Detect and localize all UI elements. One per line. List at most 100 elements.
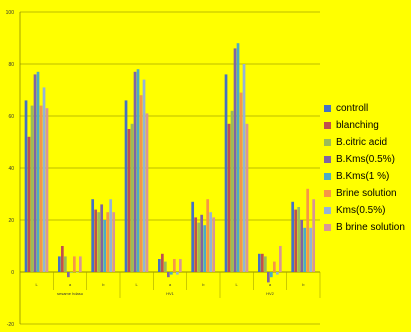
bar (145, 113, 149, 273)
bar (30, 105, 34, 272)
bar (33, 74, 37, 273)
legend-swatch (324, 190, 331, 197)
bar (64, 256, 67, 272)
bar (167, 272, 170, 278)
x-tick-label: b (102, 282, 105, 287)
bar (103, 220, 107, 272)
bar (161, 253, 164, 272)
x-tick-label: L (36, 282, 39, 287)
bar (139, 95, 143, 272)
bar (276, 272, 279, 275)
bar (127, 129, 131, 272)
bar (112, 212, 116, 272)
bar (300, 220, 304, 272)
x-tick-label: a (69, 282, 72, 287)
bar (130, 123, 134, 272)
bar (27, 136, 31, 272)
bar (294, 209, 298, 272)
legend-item: B.Kms(0.5%) (324, 151, 411, 168)
y-tick-label: -20 (7, 322, 14, 327)
bar (70, 272, 73, 273)
bar (24, 100, 28, 273)
legend-item: B.citric acid (324, 134, 411, 151)
x-tick-label: a (169, 282, 172, 287)
bar (312, 199, 316, 272)
bar (279, 246, 282, 272)
bar (303, 227, 307, 272)
bar (142, 79, 146, 272)
bar (58, 256, 61, 272)
legend-item: B brine solution (324, 219, 411, 236)
y-tick-label: 0 (11, 270, 14, 276)
bar (233, 48, 237, 273)
legend-item: B.Kms(1 %) (324, 168, 411, 185)
bar (245, 123, 249, 272)
x-tick-label: L (136, 282, 139, 287)
bar (194, 217, 198, 272)
legend-swatch (324, 173, 331, 180)
legend-item: controll (324, 100, 411, 117)
bar (306, 188, 310, 272)
legend-label: Kms(0.5%) (336, 205, 386, 216)
legend-swatch (324, 122, 331, 129)
bar (79, 256, 82, 272)
bar (173, 259, 176, 272)
legend-item: Brine solution (324, 185, 411, 202)
x-group-label: HV2 (266, 291, 275, 296)
bar (197, 222, 201, 272)
legend: controll blanching B.citric acid B.Kms(0.5%… (324, 100, 411, 236)
bar (97, 212, 101, 272)
legend-swatch (324, 156, 331, 163)
bar (230, 110, 234, 272)
bar (291, 201, 295, 272)
bar (179, 259, 182, 272)
bar (76, 272, 79, 273)
bar (273, 261, 276, 272)
bar (124, 100, 128, 273)
bar (61, 246, 64, 272)
bar (45, 108, 49, 272)
bar (176, 272, 179, 275)
y-tick-label: 100 (6, 10, 15, 16)
x-tick-label: b (302, 282, 305, 287)
legend-swatch (324, 105, 331, 112)
bar (67, 272, 70, 278)
bar (264, 256, 267, 272)
y-tick-label: 20 (8, 218, 14, 224)
bar (239, 92, 243, 272)
bar (209, 212, 213, 272)
bar (100, 204, 104, 272)
bar (309, 227, 313, 272)
bar (36, 71, 40, 272)
y-tick-label: 60 (8, 114, 14, 120)
legend-label: blanching (336, 120, 379, 131)
bar (227, 123, 231, 272)
bar (200, 214, 204, 272)
bar (94, 209, 98, 272)
bar (242, 64, 246, 272)
legend-label: B.Kms(1 %) (336, 171, 390, 182)
legend-label: B brine solution (336, 222, 405, 233)
bar (106, 212, 110, 272)
bar (91, 199, 95, 272)
x-group-label: sesame hdasu (57, 291, 83, 296)
legend-swatch (324, 207, 331, 214)
bar (212, 217, 216, 272)
x-group-label: HV1 (166, 291, 175, 296)
bar (261, 253, 264, 272)
bar (203, 225, 207, 272)
bar (267, 272, 270, 283)
legend-label: Brine solution (336, 188, 397, 199)
legend-item: Kms(0.5%) (324, 202, 411, 219)
y-tick-label: 40 (8, 166, 14, 172)
bar (42, 87, 46, 273)
legend-item: blanching (324, 117, 411, 134)
legend-swatch (324, 224, 331, 231)
bar (236, 43, 240, 273)
bar (258, 253, 261, 272)
bar (170, 272, 173, 275)
bar (73, 256, 76, 272)
legend-label: B.citric acid (336, 137, 388, 148)
